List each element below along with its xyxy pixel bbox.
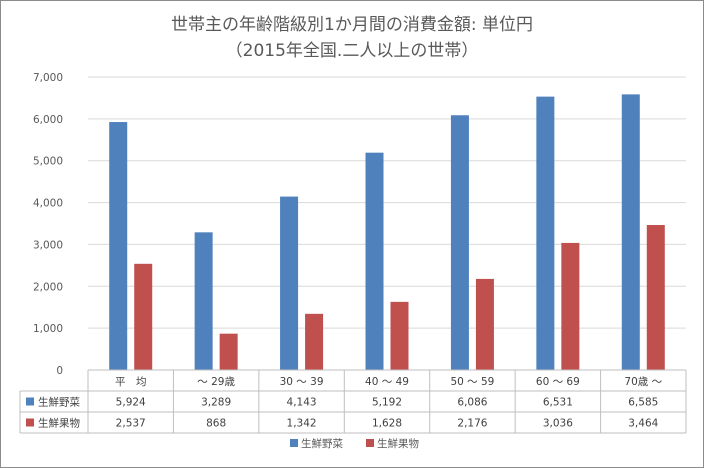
bar-vegetables bbox=[536, 96, 555, 371]
category-label: 50 ～ 59 bbox=[450, 376, 494, 388]
data-label: 3,464 bbox=[628, 418, 658, 430]
data-label: 4,143 bbox=[287, 397, 317, 409]
category-label: 40 ～ 49 bbox=[365, 376, 409, 388]
y-tick-label: 1,000 bbox=[33, 323, 63, 335]
data-label: 2,537 bbox=[116, 418, 146, 430]
bar-vegetables bbox=[109, 122, 128, 370]
y-tick-label: 0 bbox=[56, 365, 63, 377]
data-label: 6,086 bbox=[457, 397, 487, 409]
category-label: 60 ～ 69 bbox=[536, 376, 580, 388]
y-tick-label: 6,000 bbox=[33, 114, 63, 126]
legend-label: 生鮮野菜 bbox=[301, 437, 343, 450]
legend-key bbox=[290, 439, 298, 447]
data-label: 1,628 bbox=[372, 418, 402, 430]
bar-vegetables bbox=[365, 152, 384, 370]
bar-fruits bbox=[219, 333, 238, 370]
table-legend-key bbox=[26, 418, 34, 427]
category-label: 70歳 ～ bbox=[624, 376, 662, 388]
bar-vegetables bbox=[280, 196, 299, 370]
bar-vegetables bbox=[450, 115, 469, 370]
bar-vegetables bbox=[621, 94, 640, 370]
data-label: 5,924 bbox=[116, 397, 146, 409]
data-label: 3,289 bbox=[201, 397, 231, 409]
bar-fruits bbox=[561, 242, 580, 370]
bar-fruits bbox=[475, 278, 494, 370]
data-label: 1,342 bbox=[287, 418, 317, 430]
legend-label: 生鮮果物 bbox=[377, 437, 419, 450]
category-label: 30 ～ 39 bbox=[280, 376, 324, 388]
category-label: ～ 29歳 bbox=[197, 376, 235, 388]
y-tick-label: 5,000 bbox=[33, 156, 63, 168]
data-label: 6,531 bbox=[543, 397, 573, 409]
y-tick-label: 2,000 bbox=[33, 281, 63, 293]
data-label: 868 bbox=[206, 418, 226, 430]
data-label: 2,176 bbox=[457, 418, 487, 430]
legend-key bbox=[366, 439, 374, 447]
table-series-label: 生鮮野菜 bbox=[38, 396, 80, 409]
bar-fruits bbox=[305, 313, 324, 370]
data-label: 6,585 bbox=[628, 397, 658, 409]
data-label: 3,036 bbox=[543, 418, 573, 430]
chart-title: 世帯主の年齢階級別1か月間の消費金額: 単位円 bbox=[171, 15, 533, 35]
chart-subtitle: （2015年全国.二人以上の世帯） bbox=[225, 41, 479, 61]
table-legend-key bbox=[26, 397, 34, 406]
bar-fruits bbox=[390, 301, 409, 370]
y-tick-label: 3,000 bbox=[33, 239, 63, 251]
data-label: 5,192 bbox=[372, 397, 402, 409]
y-tick-label: 4,000 bbox=[33, 198, 63, 210]
bar-fruits bbox=[646, 225, 665, 370]
table-series-label: 生鮮果物 bbox=[38, 417, 80, 430]
bar-fruits bbox=[134, 263, 153, 370]
y-tick-label: 7,000 bbox=[33, 72, 63, 84]
category-label: 平 均 bbox=[115, 376, 147, 388]
bar-vegetables bbox=[194, 232, 213, 370]
